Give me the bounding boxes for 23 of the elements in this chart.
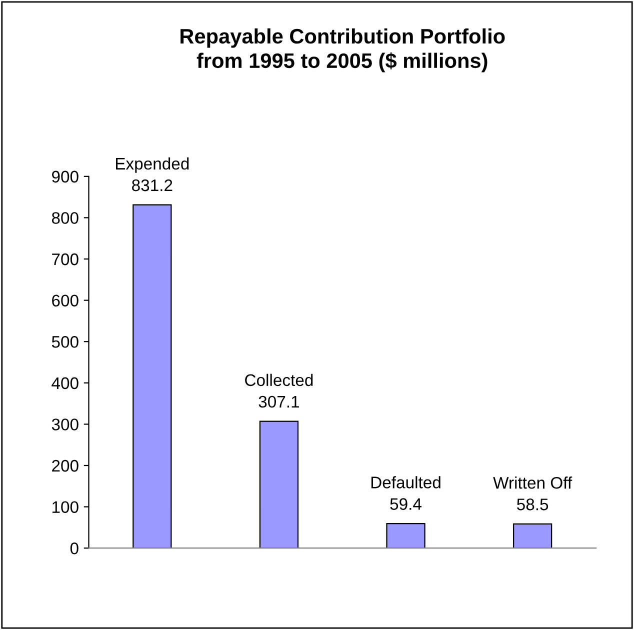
- y-tick-label: 0: [70, 542, 78, 554]
- bar: [259, 420, 299, 548]
- x-tick-label: Defaulted: [371, 476, 440, 488]
- bar: [386, 523, 426, 548]
- y-tick-label: 900: [52, 170, 78, 183]
- y-tick-label: 500: [52, 336, 78, 348]
- y-tick-label: 800: [52, 212, 78, 224]
- data-label: 831.2: [132, 179, 172, 192]
- y-tick-label: 600: [52, 294, 78, 307]
- data-label: 307.1: [258, 396, 299, 408]
- data-label: 59.4: [390, 498, 422, 510]
- x-tick-label: Collected: [245, 374, 313, 386]
- bar: [132, 204, 172, 548]
- data-label: 58.5: [517, 498, 548, 510]
- y-tick-label: 400: [52, 377, 78, 390]
- y-tick-label: 300: [52, 418, 78, 430]
- x-tick-label: Written Off: [493, 476, 572, 489]
- x-tick-label: Expended: [116, 157, 189, 173]
- chart-title: Repayable Contribution Portfolio from 1995 to 2005 ($ millions): [180, 28, 505, 72]
- y-tick-label: 100: [52, 501, 78, 514]
- bar: [512, 523, 552, 548]
- y-tick-label: 200: [52, 460, 78, 472]
- y-tick-label: 700: [52, 253, 78, 266]
